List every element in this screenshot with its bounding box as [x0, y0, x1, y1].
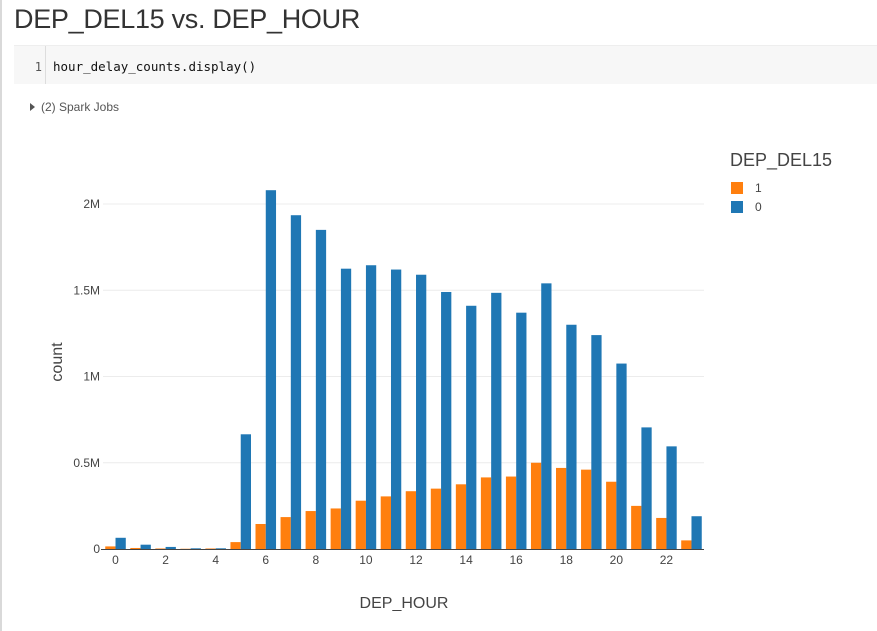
x-tick-label: 10	[359, 553, 373, 567]
bar-series-0-hour-22[interactable]	[666, 446, 677, 549]
x-tick-label: 14	[459, 553, 473, 567]
gutter-divider	[45, 46, 46, 84]
code-line[interactable]: hour_delay_counts.display()	[53, 59, 257, 74]
bar-series-0-hour-20[interactable]	[616, 363, 627, 549]
y-tick-label: 0.5M	[73, 456, 100, 470]
legend: DEP_DEL15 1 0	[730, 150, 832, 214]
expand-triangle-icon	[30, 103, 35, 111]
legend-entry-label[interactable]: 1	[755, 181, 762, 195]
bar-series-1-hour-15[interactable]	[480, 477, 492, 549]
bar-series-1-hour-0[interactable]	[105, 546, 116, 549]
bar-series-0-hour-17[interactable]	[541, 283, 552, 549]
grid-lines	[103, 203, 704, 464]
bar-series-0-hour-6[interactable]	[265, 190, 277, 549]
x-tick-label: 8	[313, 553, 320, 567]
bar-series-0-hour-13[interactable]	[441, 291, 452, 549]
bar-series-1-hour-8[interactable]	[305, 511, 316, 549]
bar-series-1-hour-17[interactable]	[530, 462, 542, 549]
bar-series-1-hour-13[interactable]	[430, 488, 442, 550]
bar-series-0-hour-11[interactable]	[390, 269, 402, 549]
bar-series-1-hour-19[interactable]	[581, 469, 592, 549]
y-tick-label: 1M	[83, 370, 100, 384]
bar-series-0-hour-4[interactable]	[215, 548, 226, 549]
bar-series-0-hour-18[interactable]	[566, 324, 577, 549]
x-tick-label: 16	[510, 553, 524, 567]
x-tick-label: 2	[162, 553, 169, 567]
bar-series-1-hour-10[interactable]	[355, 500, 366, 549]
y-tick-label: 1.5M	[73, 283, 100, 297]
bar-series-1-hour-21[interactable]	[631, 505, 642, 550]
y-tick-label: 0	[93, 542, 100, 556]
spark-jobs-toggle[interactable]: (2) Spark Jobs	[30, 100, 119, 114]
legend-swatch[interactable]	[731, 182, 743, 194]
bar-series-1-hour-9[interactable]	[330, 508, 341, 549]
bar-series-1-hour-1[interactable]	[130, 547, 141, 549]
bar-series-1-hour-2[interactable]	[155, 548, 166, 549]
y-tick-label: 2M	[83, 197, 100, 211]
bar-series-1-hour-14[interactable]	[455, 484, 467, 549]
cell-title: DEP_DEL15 vs. DEP_HOUR	[14, 4, 361, 34]
bar-series-0-hour-8[interactable]	[315, 229, 327, 550]
bar-series-1-hour-4[interactable]	[205, 548, 216, 549]
bar-series-0-hour-16[interactable]	[516, 312, 527, 549]
legend-title: DEP_DEL15	[730, 150, 832, 171]
bar-series-1-hour-18[interactable]	[556, 467, 567, 549]
bar-series-0-hour-23[interactable]	[691, 516, 702, 549]
bar-series-0-hour-5[interactable]	[240, 434, 251, 549]
bar-series-1-hour-12[interactable]	[405, 491, 417, 549]
bar-series-0-hour-21[interactable]	[641, 427, 652, 549]
bar-series-0-hour-3[interactable]	[190, 548, 201, 549]
bar-series-1-hour-22[interactable]	[656, 517, 667, 549]
x-tick-label: 0	[112, 553, 119, 567]
x-tick-label: 4	[212, 553, 219, 567]
bar-series-1-hour-20[interactable]	[606, 481, 617, 549]
bar-series-0-hour-1[interactable]	[140, 544, 151, 549]
spark-jobs-label: (2) Spark Jobs	[41, 100, 120, 114]
bar-series-0-hour-14[interactable]	[466, 305, 477, 549]
x-axis-label: DEP_HOUR	[360, 595, 449, 612]
x-tick-label: 18	[560, 553, 574, 567]
legend-swatch[interactable]	[731, 201, 743, 213]
bar-series-0-hour-0[interactable]	[115, 537, 126, 549]
bar-series-0-hour-7[interactable]	[290, 215, 302, 549]
cell-left-border	[0, 0, 2, 631]
x-tick-label: 6	[262, 553, 269, 567]
bar-series-0-hour-2[interactable]	[165, 546, 176, 549]
bar-series-0-hour-10[interactable]	[365, 265, 377, 549]
legend-entry-label[interactable]: 0	[755, 200, 762, 214]
bar-series-1-hour-11[interactable]	[380, 496, 391, 549]
bars	[105, 190, 702, 550]
x-tick-label: 20	[610, 553, 624, 567]
bar-series-0-hour-19[interactable]	[591, 335, 602, 549]
x-tick-label: 12	[409, 553, 423, 567]
y-axis-label: count	[49, 342, 66, 382]
x-tick-label: 22	[660, 553, 674, 567]
bar-series-0-hour-12[interactable]	[416, 274, 427, 549]
bar-series-1-hour-6[interactable]	[255, 523, 266, 549]
bar-series-1-hour-7[interactable]	[280, 517, 291, 549]
bar-series-1-hour-16[interactable]	[505, 476, 517, 549]
line-number: 1	[34, 60, 42, 74]
code-cell[interactable]: 1 hour_delay_counts.display()	[14, 45, 877, 84]
bar-series-0-hour-9[interactable]	[340, 268, 352, 549]
axes: 0 0.5M 1M 1.5M 2M 0 2 4 6 8 10 12 14 16 18 20 22	[73, 197, 704, 567]
bar-series-1-hour-5[interactable]	[230, 542, 241, 549]
bar-series-0-hour-15[interactable]	[491, 292, 502, 549]
bar-series-1-hour-23[interactable]	[681, 540, 692, 550]
